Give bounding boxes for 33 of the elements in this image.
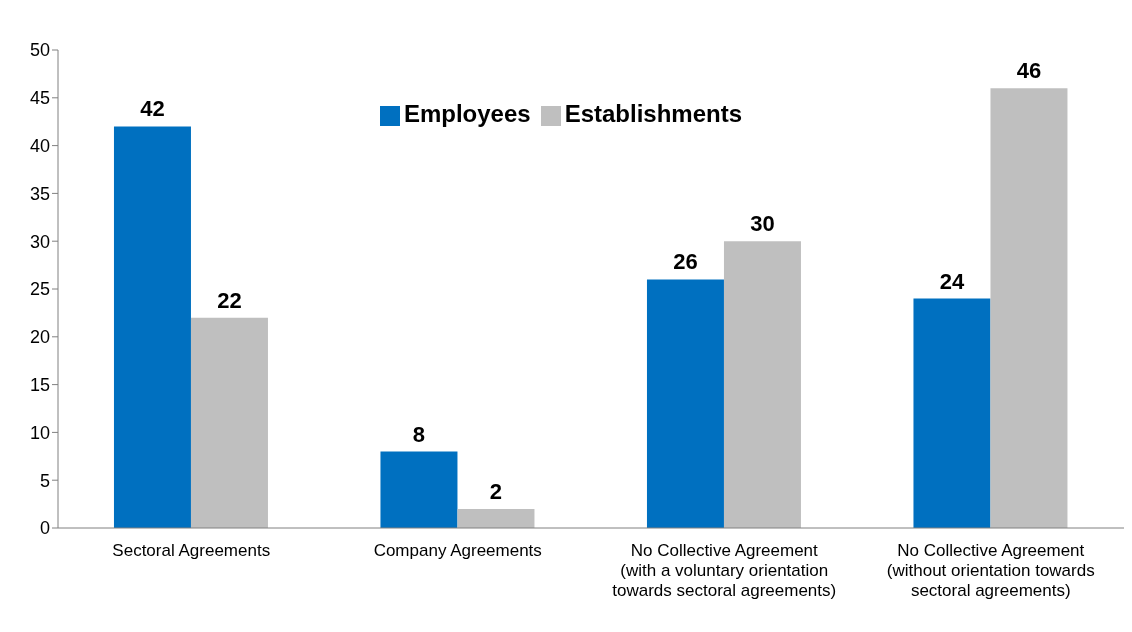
y-tick-label: 25: [29, 279, 50, 300]
legend-label: Employees: [403, 100, 531, 127]
data-label: 46: [1016, 58, 1042, 84]
bar: [990, 88, 1068, 528]
y-tick-label: 50: [29, 40, 50, 61]
data-label: 42: [140, 96, 165, 122]
legend-label: Establishments: [564, 100, 743, 127]
data-label: 2: [489, 478, 503, 504]
bar: [457, 508, 535, 528]
bar: [646, 279, 724, 528]
y-tick-label: 15: [29, 374, 50, 395]
y-tick-label: 35: [29, 183, 50, 204]
x-tick-label: No Collective Agreement (with a voluntary orientation towards sectoral agreements): [612, 541, 837, 600]
x-tick-label: Company Agreements: [373, 541, 542, 560]
data-label: 22: [217, 287, 242, 313]
y-tick-label: 20: [29, 327, 50, 348]
x-tick-label: Sectoral Agreements: [112, 541, 271, 560]
bar: [190, 317, 268, 528]
y-tick-label: 0: [39, 518, 50, 539]
y-tick-label: 10: [29, 422, 50, 443]
y-tick-label: 40: [29, 135, 50, 156]
bar: [913, 298, 991, 528]
bar: [723, 241, 801, 528]
data-label: 8: [412, 421, 426, 447]
y-tick-label: 30: [29, 231, 50, 252]
bar: [380, 451, 458, 528]
y-tick-label: 5: [39, 470, 50, 491]
data-label: 26: [673, 249, 698, 275]
y-tick-label: 45: [29, 88, 50, 109]
data-label: 24: [939, 268, 965, 294]
x-tick-label: No Collective Agreement (without orientation towards sectoral agreements): [886, 541, 1095, 600]
bar: [113, 126, 191, 528]
data-label: 30: [750, 211, 775, 237]
